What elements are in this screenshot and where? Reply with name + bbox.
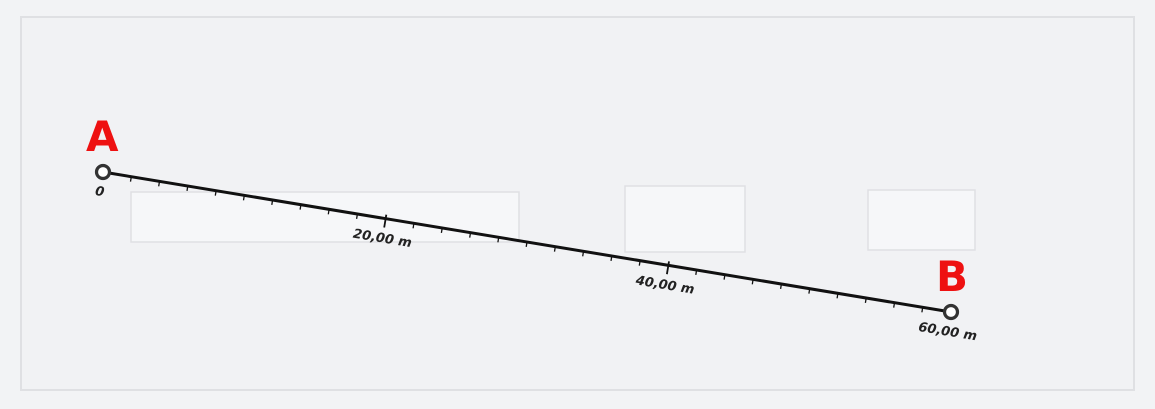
ruler-major-tick (383, 214, 388, 228)
endpoint-b-handle[interactable] (942, 303, 960, 321)
endpoint-a-handle[interactable] (94, 163, 112, 181)
ruler-major-tick (666, 261, 670, 275)
ruler-distance-label: 0 (94, 184, 105, 200)
measurement-line[interactable] (101, 170, 953, 314)
background-box (867, 189, 976, 251)
point-b-label: B (936, 252, 968, 301)
background-box (624, 185, 746, 253)
background-box (130, 191, 520, 243)
point-a-label: A (86, 112, 119, 161)
